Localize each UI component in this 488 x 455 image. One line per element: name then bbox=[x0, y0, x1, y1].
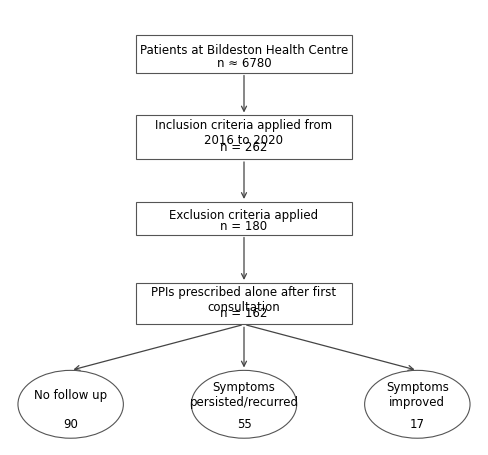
Bar bbox=[136, 116, 352, 160]
Text: n = 162: n = 162 bbox=[220, 307, 268, 319]
Text: 90: 90 bbox=[63, 417, 78, 430]
Text: Symptoms
persisted/recurred: Symptoms persisted/recurred bbox=[189, 380, 299, 408]
Text: Exclusion criteria applied: Exclusion criteria applied bbox=[169, 208, 319, 221]
Text: No follow up: No follow up bbox=[34, 388, 107, 401]
Bar bbox=[136, 202, 352, 235]
Ellipse shape bbox=[18, 370, 123, 438]
Bar bbox=[136, 36, 352, 74]
Text: n = 262: n = 262 bbox=[220, 141, 268, 154]
Text: Patients at Bildeston Health Centre: Patients at Bildeston Health Centre bbox=[140, 44, 348, 57]
Ellipse shape bbox=[365, 370, 470, 438]
Bar bbox=[136, 283, 352, 325]
Text: Symptoms
improved: Symptoms improved bbox=[386, 380, 449, 408]
Text: n = 180: n = 180 bbox=[221, 219, 267, 233]
Text: Inclusion criteria applied from
2016 to 2020: Inclusion criteria applied from 2016 to … bbox=[156, 119, 332, 147]
Text: 55: 55 bbox=[237, 417, 251, 430]
Text: n ≈ 6780: n ≈ 6780 bbox=[217, 56, 271, 70]
Ellipse shape bbox=[191, 370, 297, 438]
Text: PPIs prescribed alone after first
consultation: PPIs prescribed alone after first consul… bbox=[151, 285, 337, 313]
Text: 17: 17 bbox=[410, 417, 425, 430]
